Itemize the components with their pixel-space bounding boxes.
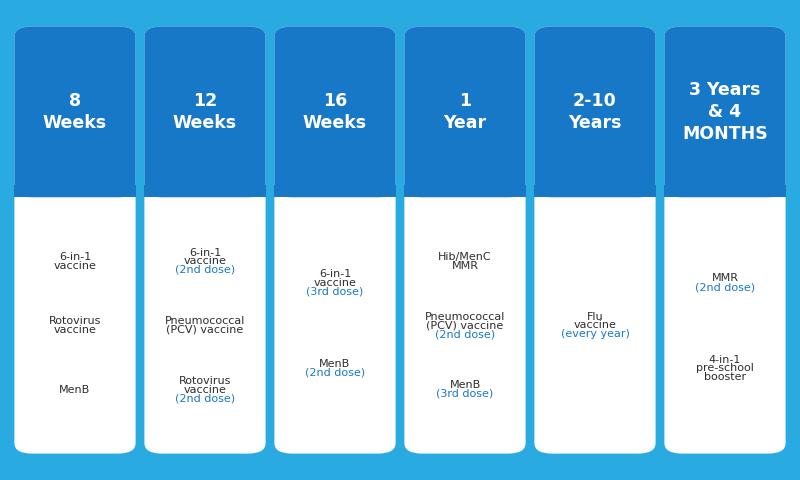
FancyBboxPatch shape xyxy=(405,26,526,197)
FancyBboxPatch shape xyxy=(664,26,786,454)
Text: (PCV) vaccine: (PCV) vaccine xyxy=(166,325,244,335)
Text: vaccine: vaccine xyxy=(54,261,97,271)
Bar xyxy=(14,185,135,197)
Text: (PCV) vaccine: (PCV) vaccine xyxy=(426,321,504,330)
Text: (2nd dose): (2nd dose) xyxy=(175,265,235,275)
Text: Flu: Flu xyxy=(586,312,603,322)
Text: (2nd dose): (2nd dose) xyxy=(175,393,235,403)
Text: 6-in-1: 6-in-1 xyxy=(319,269,351,279)
Text: Pneumococcal: Pneumococcal xyxy=(165,316,245,326)
Text: booster: booster xyxy=(704,372,746,382)
Text: (2nd dose): (2nd dose) xyxy=(305,368,365,377)
Text: (2nd dose): (2nd dose) xyxy=(695,282,755,292)
FancyBboxPatch shape xyxy=(405,26,526,454)
Text: (3rd dose): (3rd dose) xyxy=(306,287,364,296)
Text: Hib/MenC: Hib/MenC xyxy=(438,252,492,262)
FancyBboxPatch shape xyxy=(274,26,396,197)
Text: MenB: MenB xyxy=(319,359,350,369)
Text: MenB: MenB xyxy=(450,380,481,390)
Text: MenB: MenB xyxy=(59,384,90,395)
Text: Rotovirus: Rotovirus xyxy=(179,376,231,386)
Text: pre-school: pre-school xyxy=(696,363,754,373)
Text: vaccine: vaccine xyxy=(574,321,617,330)
Text: 6-in-1: 6-in-1 xyxy=(189,248,221,258)
Text: vaccine: vaccine xyxy=(54,325,97,335)
Text: MMR: MMR xyxy=(451,261,478,271)
Text: (2nd dose): (2nd dose) xyxy=(435,329,495,339)
FancyBboxPatch shape xyxy=(14,26,135,197)
Text: vaccine: vaccine xyxy=(183,384,226,395)
FancyBboxPatch shape xyxy=(274,26,396,454)
Text: 6-in-1: 6-in-1 xyxy=(59,252,91,262)
Text: 2-10
Years: 2-10 Years xyxy=(568,92,622,132)
Bar xyxy=(664,185,786,197)
Text: 8
Weeks: 8 Weeks xyxy=(43,92,107,132)
FancyBboxPatch shape xyxy=(145,26,266,197)
Bar xyxy=(145,185,266,197)
Text: Pneumococcal: Pneumococcal xyxy=(425,312,505,322)
FancyBboxPatch shape xyxy=(534,26,656,454)
Text: 1
Year: 1 Year xyxy=(443,92,486,132)
Bar xyxy=(274,185,396,197)
Text: Rotovirus: Rotovirus xyxy=(49,316,101,326)
Text: (3rd dose): (3rd dose) xyxy=(436,389,494,399)
FancyBboxPatch shape xyxy=(14,26,135,454)
Text: vaccine: vaccine xyxy=(314,278,357,288)
Bar xyxy=(405,185,526,197)
FancyBboxPatch shape xyxy=(145,26,266,454)
Text: (every year): (every year) xyxy=(561,329,630,339)
Text: 3 Years
& 4
MONTHS: 3 Years & 4 MONTHS xyxy=(682,81,768,143)
Text: vaccine: vaccine xyxy=(183,256,226,266)
Bar xyxy=(534,185,655,197)
FancyBboxPatch shape xyxy=(534,26,656,197)
Text: MMR: MMR xyxy=(711,274,738,283)
Text: 12
Weeks: 12 Weeks xyxy=(173,92,237,132)
FancyBboxPatch shape xyxy=(664,26,786,197)
Text: 16
Weeks: 16 Weeks xyxy=(303,92,367,132)
Text: 4-in-1: 4-in-1 xyxy=(709,355,741,364)
